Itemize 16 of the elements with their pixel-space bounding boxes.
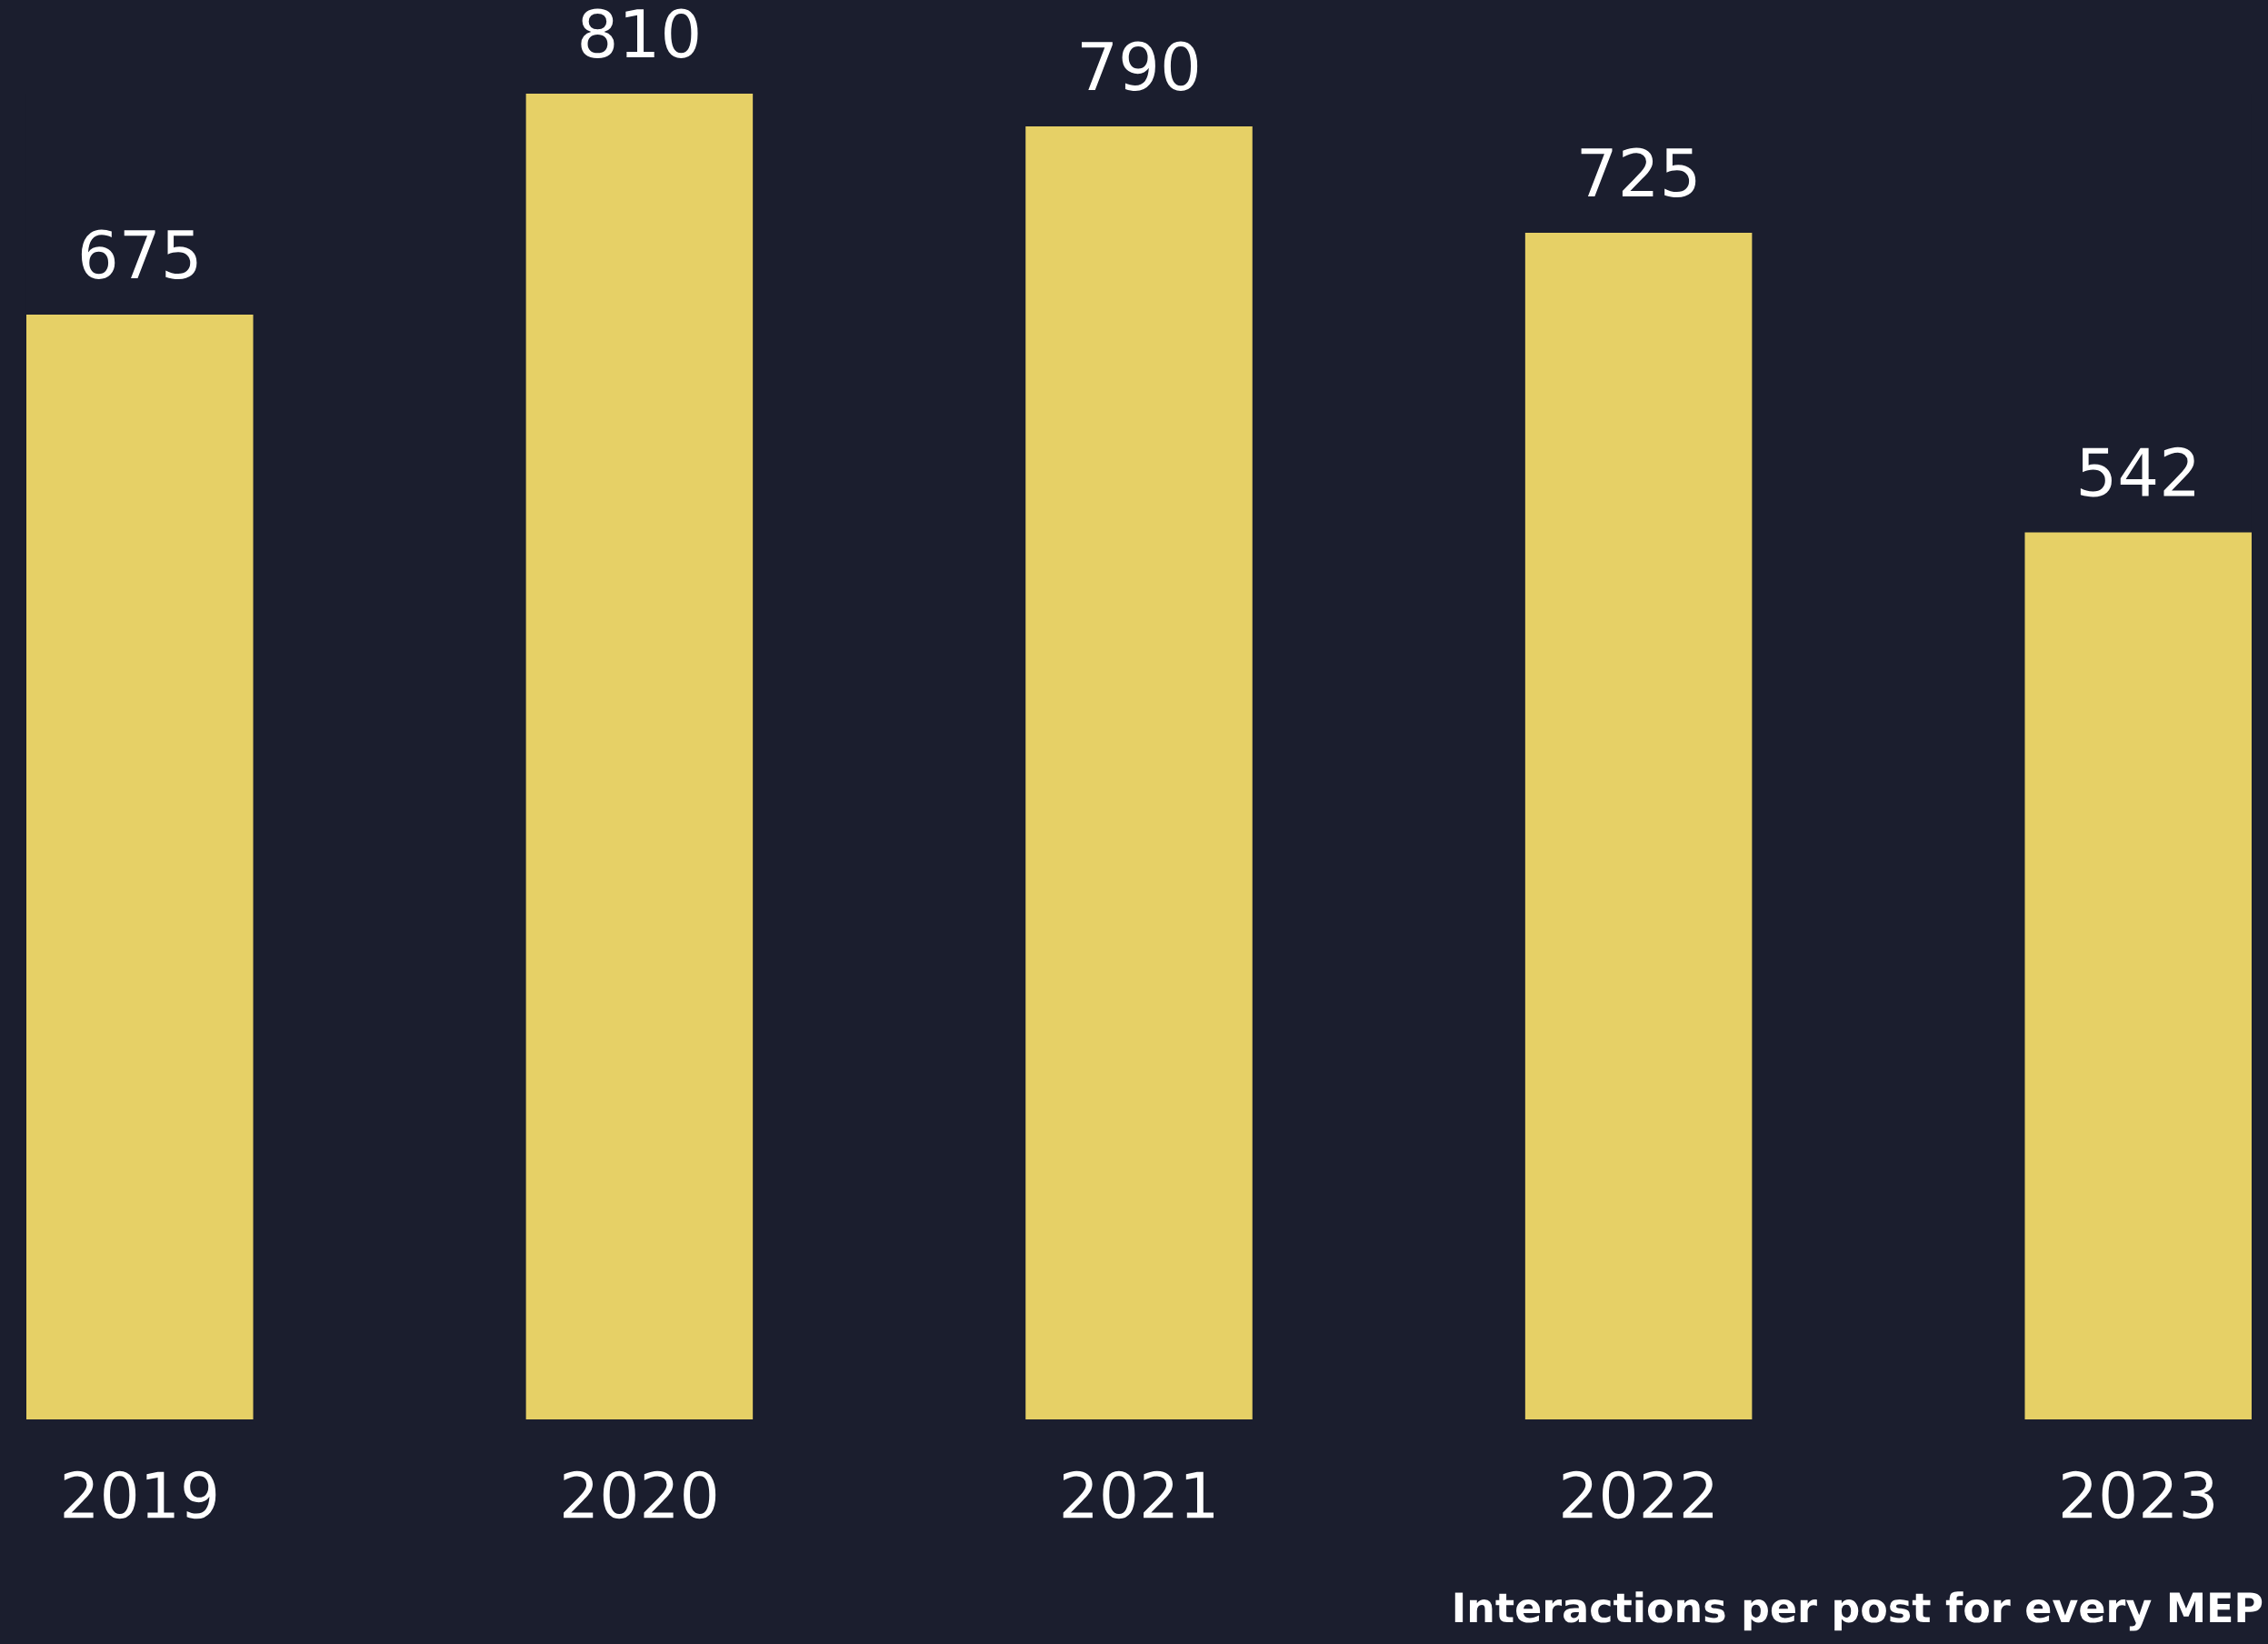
bar xyxy=(1524,233,1753,1419)
data-label: 675 xyxy=(81,229,197,280)
bar xyxy=(26,315,254,1419)
data-label: 725 xyxy=(1581,147,1696,198)
bar xyxy=(1025,126,1253,1419)
x-tick-label: 2022 xyxy=(1563,1470,1713,1519)
data-label: 810 xyxy=(581,8,698,59)
x-tick-label: 2023 xyxy=(2062,1470,2214,1519)
x-tick-label: 2019 xyxy=(64,1470,216,1519)
x-tick-label: 2021 xyxy=(1063,1470,1214,1519)
data-label: 790 xyxy=(1082,41,1198,92)
bar xyxy=(2024,532,2252,1419)
x-tick-label: 2020 xyxy=(564,1470,716,1519)
text: Interactions per post for every MEP xyxy=(1454,1591,2263,1631)
data-label: 542 xyxy=(2080,446,2194,497)
bar xyxy=(525,94,754,1419)
